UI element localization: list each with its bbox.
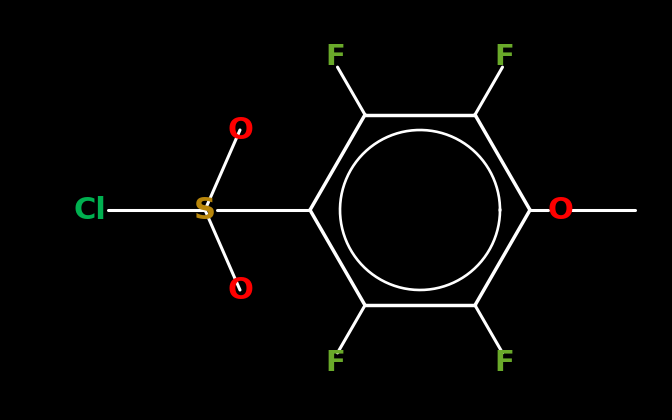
Text: F: F <box>495 349 515 377</box>
Text: F: F <box>325 349 345 377</box>
Text: O: O <box>547 195 573 225</box>
Text: S: S <box>194 195 216 225</box>
Text: F: F <box>495 43 515 71</box>
Text: Cl: Cl <box>73 195 106 225</box>
Text: O: O <box>227 116 253 144</box>
Text: F: F <box>325 43 345 71</box>
Text: O: O <box>227 276 253 304</box>
